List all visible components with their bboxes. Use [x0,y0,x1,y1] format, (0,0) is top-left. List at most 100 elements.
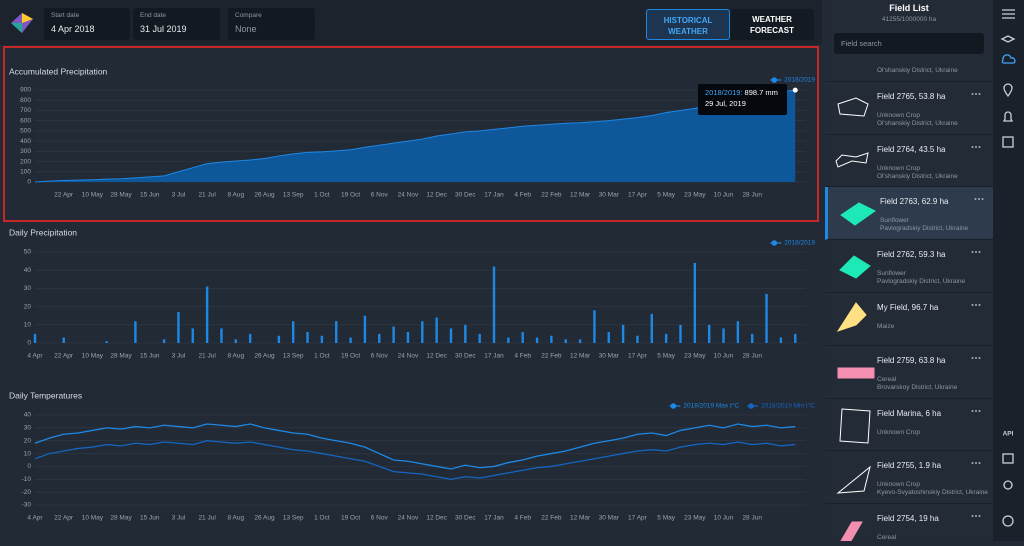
compare-select[interactable]: Compare None [228,8,315,40]
field-item[interactable]: Field 2765, 53.8 ha Unknown Crop Ol'shansk… [825,82,993,135]
line [34,423,796,470]
bar [607,332,610,343]
field-location: Kyevo-Svyatoshinskiy District, Ukraine [877,489,988,497]
bar [291,321,295,343]
historical-button[interactable]: HISTORICAL WEATHER [646,9,730,40]
x-tick-label: 30 Mar [599,353,620,360]
tooltip: 2018/2019: 898.7 mm 29 Jul, 2019 [698,84,787,115]
menu[interactable] [971,303,981,307]
x-tick-label: 17 Jan [484,192,504,199]
field-item[interactable]: Field 2764, 43.5 ha Unknown Crop Ol'shansk… [825,135,993,188]
bar [335,321,338,343]
field-item[interactable]: Ol'shanskiy District, Ukraine [825,29,993,82]
menu[interactable] [971,514,981,518]
field-crop: Unknown Crop [877,111,920,119]
field-shape [840,202,876,227]
x-tick-label: 17 Apr [628,353,648,360]
menu[interactable] [971,145,981,149]
field-name: Field 2759, 63.8 ha [877,355,946,365]
y-tick-label: 40 [24,412,32,419]
y-tick-label: 10 [24,322,32,329]
x-tick-label: 13 Sep [283,515,304,522]
x-tick-label: 6 Nov [371,353,389,360]
bar [535,337,539,343]
x-tick-label: 1 Oct [314,515,330,522]
x-tick-label: 24 Nov [398,515,419,522]
field-item[interactable]: Field 2754, 19 ha Cereal [825,504,993,541]
end-date[interactable]: End date 31 Jul 2019 [133,8,220,40]
menu[interactable] [974,197,984,201]
bar [550,335,553,343]
bar [794,333,797,343]
y-tick-label: -10 [22,476,32,483]
chart-title: Daily Temperatures [9,390,82,400]
y-tick-label: 20 [24,303,32,310]
chart-title: Accumulated Precipitation [9,66,108,76]
bar [320,335,324,343]
bar [679,324,682,343]
value: None [235,24,257,34]
field-name: Field 2765, 53.8 ha [877,91,946,101]
value: 31 Jul 2019 [140,24,187,34]
label: End date [140,12,167,19]
bar [751,333,754,343]
bar [578,339,582,343]
menu[interactable] [971,356,981,360]
field-name: Field 2754, 19 ha [877,514,939,524]
bar [205,286,209,343]
logo [11,13,33,33]
field-item[interactable]: Field 2763, 62.9 ha Sunflower Pavlogradski… [825,187,993,241]
field-shape [840,521,863,541]
search-box[interactable]: Field search [834,33,984,54]
field-shape [836,466,871,495]
y-tick-label: 40 [24,267,32,274]
start-date[interactable]: Start date 4 Apr 2018 [44,8,130,40]
x-tick-label: 4 Apr [27,353,43,360]
bar [664,333,668,343]
x-tick-label: 15 Jun [140,192,160,199]
menu[interactable] [971,461,981,465]
x-tick-label: 4 Feb [514,192,531,199]
x-tick-label: 28 May [110,192,132,199]
x-tick-label: 5 May [657,192,675,199]
field-item[interactable]: Field 2762, 59.3 ha Sunflower Pavlogradski… [825,240,993,293]
forecast-button[interactable]: WEATHER FORECAST [730,9,814,40]
y-tick-label: 900 [20,87,31,94]
field-location: Ol'shanskiy District, Ukraine [877,67,958,74]
menu[interactable] [971,409,981,413]
x-tick-label: 4 Feb [514,353,531,360]
field-item[interactable]: Field Marina, 6 ha Unknown Crop [825,399,993,452]
menu[interactable] [971,250,981,254]
x-tick-label: 24 Nov [398,192,419,199]
hover-point [792,87,798,93]
x-tick-label: 3 Jul [172,515,186,522]
y-tick-label: 30 [24,285,32,292]
x-tick-label: 1 Oct [314,192,330,199]
menu[interactable] [971,92,981,96]
field-list: Field List 41255/1000000 ha Field search… [825,0,993,541]
x-tick-label: 19 Oct [341,515,360,522]
x-tick-label: 26 Aug [254,353,275,360]
bar [736,321,740,343]
field-item[interactable]: My Field, 96.7 ha Maize [825,293,993,346]
bar [33,333,37,343]
legend-dot [670,403,677,409]
x-tick-label: 13 Sep [283,192,304,199]
x-tick-label: 30 Dec [455,192,476,199]
bar [306,332,309,343]
x-tick-label: 10 May [82,353,104,360]
bar [593,310,596,343]
api-label[interactable]: API [1003,431,1014,438]
field-crop: Sunflower [877,270,906,278]
x-tick-label: 12 Dec [426,515,447,522]
y-tick-label: 100 [20,168,31,175]
x-tick-label: 26 Aug [254,192,275,199]
bar [621,324,625,343]
field-item[interactable]: Field 2759, 63.8 ha Cereal Brovarskoy Dist… [825,346,993,399]
bar [492,266,496,343]
bar [765,293,768,343]
bar [234,339,238,343]
area: 41255/1000000 ha [881,16,937,23]
field-item[interactable]: Field 2755, 1.9 ha Unknown Crop Kyevo-Svya… [825,451,993,505]
bar [564,339,567,343]
